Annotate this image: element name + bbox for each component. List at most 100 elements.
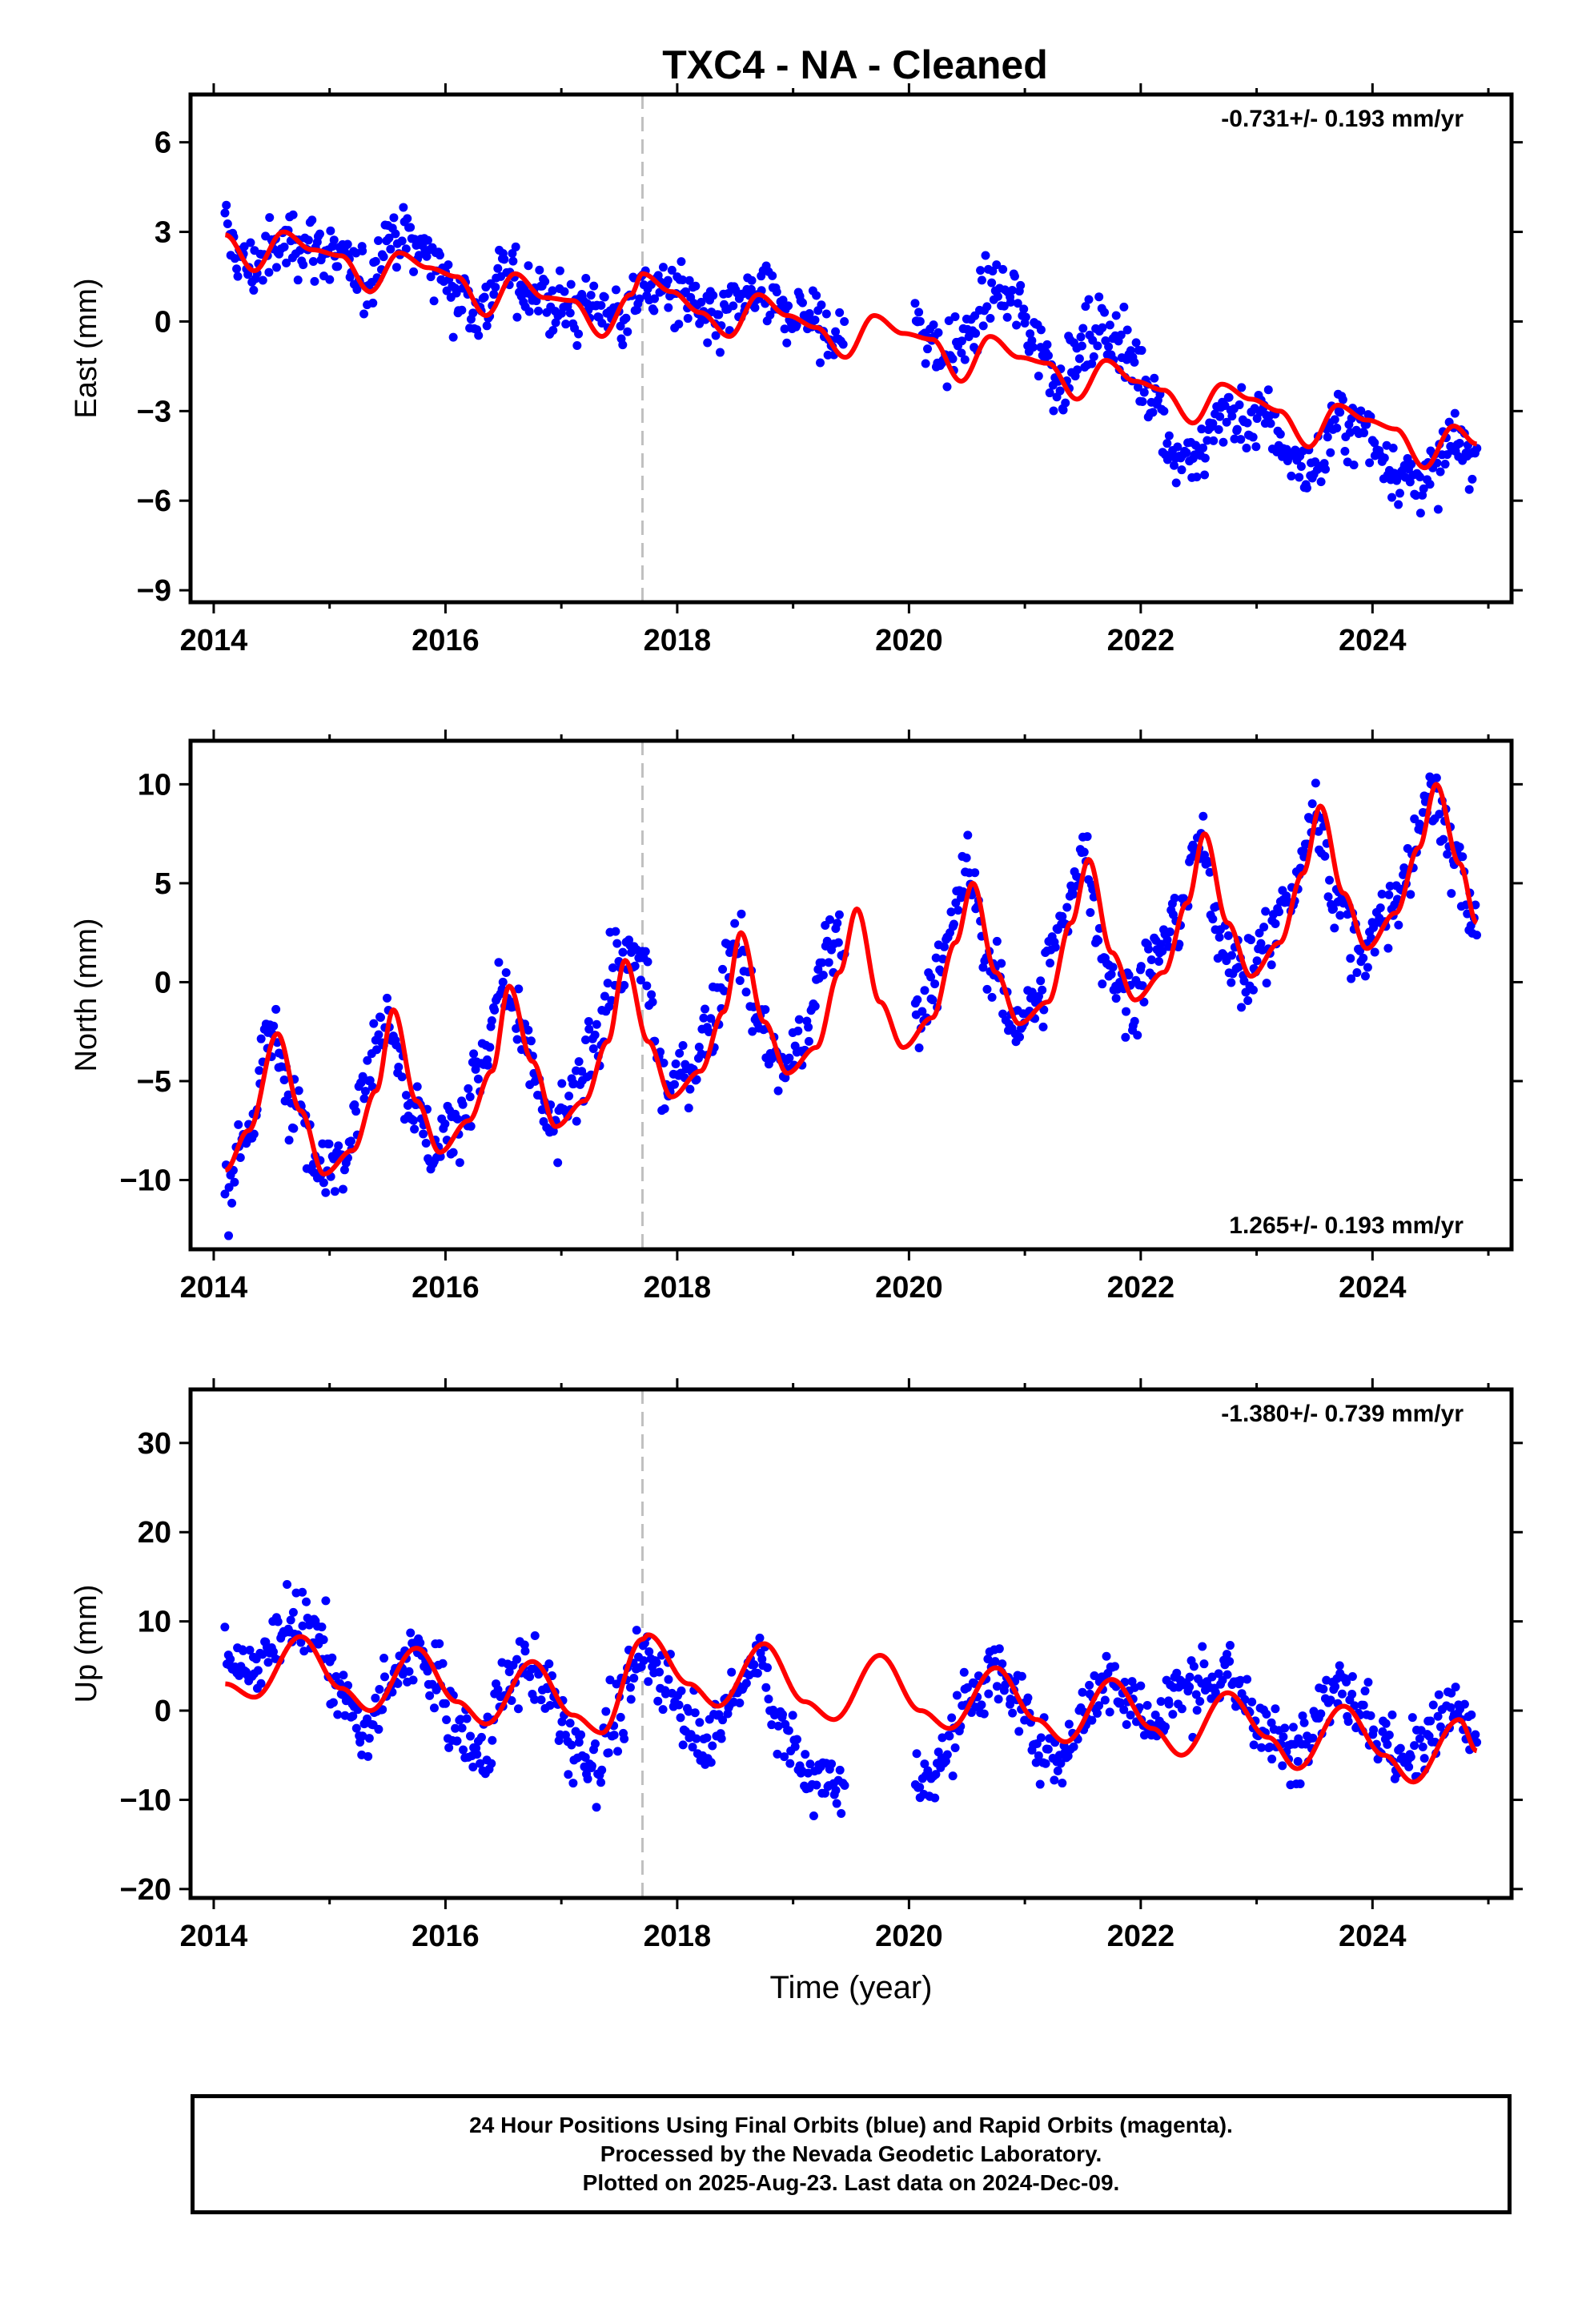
- x-tick-label: 2024: [1339, 624, 1407, 657]
- data-point: [1237, 383, 1247, 392]
- data-point: [1050, 1775, 1059, 1785]
- data-point: [1061, 398, 1070, 408]
- data-point: [1215, 412, 1225, 421]
- data-point: [493, 263, 503, 273]
- data-point: [453, 1114, 463, 1124]
- data-point: [1434, 1690, 1443, 1699]
- data-point: [1241, 987, 1251, 997]
- data-point: [490, 1005, 500, 1015]
- data-point: [1460, 1699, 1469, 1709]
- data-point: [715, 348, 725, 357]
- x-tick-label: 2018: [644, 1271, 712, 1305]
- data-point: [1255, 928, 1264, 938]
- data-point: [735, 1698, 745, 1707]
- data-point: [338, 1184, 347, 1194]
- data-point: [1214, 424, 1223, 434]
- data-point: [1058, 911, 1067, 921]
- data-point: [429, 296, 439, 306]
- data-point: [555, 266, 564, 275]
- rate-label: -1.380+/- 0.739 mm/yr: [1221, 1401, 1464, 1427]
- data-point: [833, 938, 843, 947]
- data-point: [942, 382, 952, 392]
- data-point: [914, 1043, 924, 1053]
- data-point: [1325, 875, 1335, 885]
- data-point: [1173, 442, 1182, 452]
- data-point: [1458, 852, 1468, 862]
- data-point: [1122, 1720, 1131, 1730]
- data-point: [1295, 1779, 1305, 1789]
- data-point: [298, 1621, 307, 1630]
- data-point: [391, 263, 401, 272]
- data-point: [1027, 336, 1037, 345]
- data-point: [419, 1129, 428, 1139]
- data-point: [1062, 903, 1072, 912]
- data-point: [401, 1091, 411, 1100]
- rate-label: 1.265+/- 0.193 mm/yr: [1229, 1212, 1464, 1239]
- data-point: [718, 964, 728, 974]
- data-point: [1243, 418, 1252, 428]
- data-point: [1415, 472, 1425, 482]
- data-point: [584, 1024, 594, 1034]
- data-point: [326, 226, 335, 235]
- data-point: [805, 1759, 815, 1769]
- data-point: [583, 1774, 592, 1783]
- data-point: [1016, 280, 1026, 290]
- data-point: [934, 328, 943, 337]
- data-point: [444, 260, 453, 270]
- y-tick-label: 6: [155, 127, 171, 160]
- data-point: [1295, 863, 1305, 873]
- data-point: [1293, 1756, 1303, 1766]
- data-point: [620, 980, 629, 990]
- data-point: [923, 344, 933, 354]
- data-point: [945, 1731, 954, 1741]
- data-point: [1144, 944, 1154, 954]
- data-point: [611, 927, 620, 936]
- y-axis-label: East (mm): [70, 278, 103, 418]
- data-point: [327, 1653, 337, 1663]
- data-point: [729, 301, 738, 311]
- data-point: [1058, 405, 1068, 415]
- data-point: [1433, 505, 1443, 514]
- data-point: [346, 1136, 355, 1146]
- data-point: [1156, 1697, 1166, 1707]
- data-point: [343, 239, 352, 249]
- data-point: [1171, 478, 1181, 488]
- data-point: [1098, 979, 1107, 989]
- data-point: [1208, 915, 1218, 924]
- data-point: [1326, 1695, 1335, 1705]
- data-point: [348, 1711, 358, 1721]
- data-point: [1425, 772, 1435, 782]
- y-tick-label: 20: [138, 1516, 171, 1550]
- data-point: [998, 1659, 1007, 1669]
- data-point: [239, 1646, 248, 1655]
- data-point: [653, 1696, 663, 1706]
- data-point: [1182, 448, 1191, 457]
- data-point: [293, 275, 303, 285]
- data-point: [703, 338, 713, 348]
- data-point: [917, 1007, 927, 1016]
- data-point: [674, 320, 684, 329]
- data-point: [1346, 954, 1355, 963]
- data-point: [1262, 979, 1271, 988]
- data-point: [1087, 1715, 1097, 1725]
- data-point: [1137, 346, 1146, 356]
- x-tick-label: 2014: [180, 1920, 248, 1953]
- data-point: [560, 287, 569, 296]
- data-point: [394, 1062, 404, 1072]
- data-point: [988, 267, 998, 276]
- data-point: [1200, 453, 1210, 463]
- data-point: [294, 1086, 303, 1096]
- data-point: [1340, 447, 1350, 456]
- data-point: [1136, 962, 1146, 971]
- data-point: [1199, 443, 1208, 452]
- data-point: [442, 1715, 452, 1724]
- data-point: [540, 276, 550, 286]
- data-point: [993, 292, 1002, 301]
- data-point: [435, 251, 444, 260]
- data-point: [222, 200, 231, 210]
- data-point: [664, 1675, 673, 1684]
- data-point: [1360, 971, 1370, 981]
- data-point: [971, 328, 981, 338]
- data-point: [330, 1187, 339, 1196]
- data-point: [457, 1723, 467, 1733]
